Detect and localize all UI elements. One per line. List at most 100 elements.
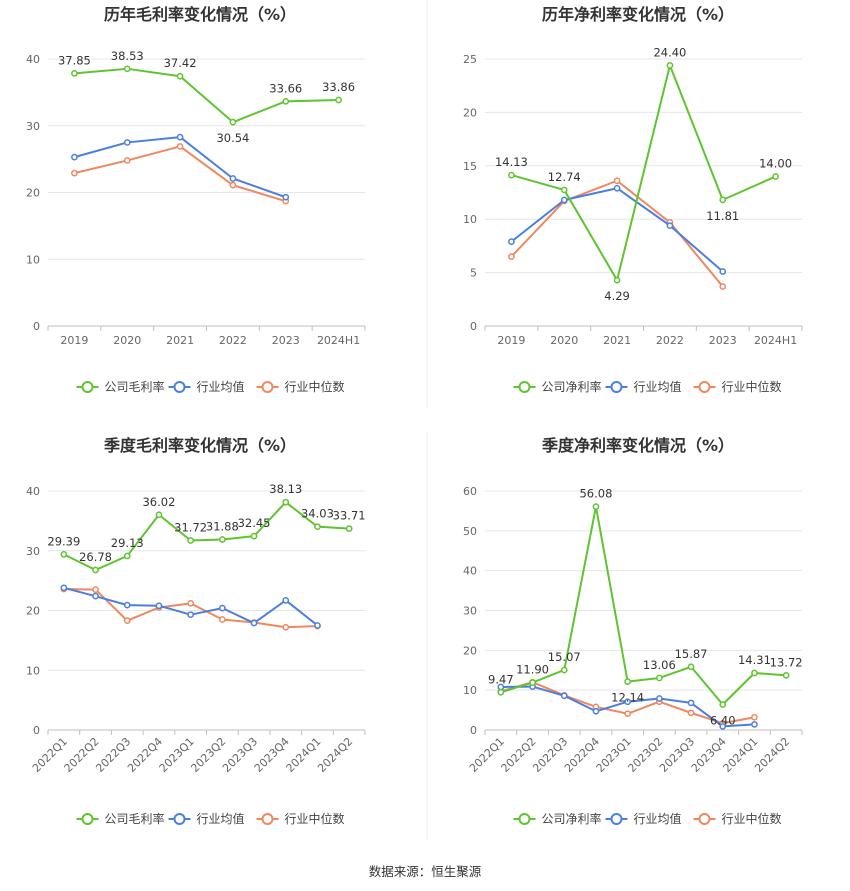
data-label: 29.39 [47,534,80,548]
data-point [123,65,131,73]
data-point [92,566,99,574]
data-point [92,592,99,600]
data-point [187,537,194,544]
data-point [314,622,321,629]
chart-panel-4: 季度净利率变化情况（%）01020304050602022Q12022Q2202… [463,436,803,826]
data-point [123,617,131,625]
data-label: 37.42 [164,56,197,70]
y-tick-label: 50 [463,525,477,538]
y-tick-label: 60 [463,485,477,498]
chart-legend: 公司毛利率 行业均值 行业中位数 [76,811,345,826]
data-point [613,177,621,185]
data-label: 13.06 [643,658,676,672]
chart-title: 历年净利率变化情况（%） [542,5,734,24]
data-point [560,692,568,700]
data-point [250,619,258,627]
data-label: 34.03 [301,507,334,521]
data-point [687,709,695,717]
legend-marker [698,381,711,393]
data-point [656,695,663,702]
data-point [123,552,131,560]
legend-marker [261,381,274,393]
y-tick-label: 10 [26,253,40,266]
data-label: 9.47 [488,672,514,686]
data-point [613,276,621,284]
legend-label: 公司净利率 [542,379,602,394]
data-label: 30.54 [216,131,249,145]
x-tick-label: 2024Q2 [315,735,355,775]
x-tick-label: 2020 [113,334,141,347]
chart-title: 历年毛利率变化情况（%） [104,5,296,24]
data-point [176,143,184,150]
y-tick-label: 15 [463,160,477,173]
data-label: 6.40 [710,714,736,728]
data-point [229,118,237,126]
y-tick-label: 5 [470,267,477,280]
y-tick-label: 30 [26,120,40,133]
chart-panel-3: 季度毛利率变化情况（%）0102030402022Q12022Q22022Q32… [26,436,366,826]
legend-label: 公司净利率 [542,811,602,826]
data-label: 14.13 [495,155,528,169]
data-point [219,604,226,612]
chart-legend: 公司净利率 行业均值 行业中位数 [513,379,782,394]
data-point [719,701,727,708]
data-source: 数据来源：恒生聚源 [369,864,482,879]
data-label: 37.85 [58,53,91,67]
legend-label: 行业均值 [197,379,245,394]
series-line-公司净利率 [500,505,787,706]
data-point [592,707,600,715]
y-tick-label: 40 [26,53,40,66]
legend-marker [610,813,623,825]
x-tick-label: 2022 [219,334,247,347]
data-label: 11.81 [706,209,739,223]
data-point [666,222,674,229]
chart-legend: 公司毛利率 行业均值 行业中位数 [76,379,345,394]
data-point [560,666,568,674]
data-label: 12.14 [611,691,644,705]
data-point [656,674,663,682]
data-label: 33.86 [322,80,355,94]
data-point [687,699,695,707]
data-point [751,713,758,721]
y-tick-label: 30 [26,545,40,558]
x-tick-label: 2020 [550,334,578,347]
data-point [123,601,131,609]
legend-marker [81,813,94,825]
data-point [666,62,674,69]
data-point [60,584,68,592]
data-point [282,498,290,506]
series-line-公司毛利率 [63,501,350,571]
data-point [592,503,600,510]
data-point [187,599,194,607]
data-point [219,536,226,543]
y-tick-label: 0 [33,320,40,333]
data-label: 13.72 [770,655,803,669]
data-point [176,133,184,141]
legend-marker [610,381,623,393]
legend-label: 行业均值 [197,811,245,826]
data-point [282,97,290,105]
legend-marker [518,381,531,393]
y-tick-label: 0 [470,320,477,333]
data-point [772,173,779,180]
data-label: 15.07 [548,650,581,664]
data-point [613,184,621,192]
data-point [687,663,695,671]
series-line-公司毛利率 [74,67,339,124]
legend-marker [518,813,531,825]
series-line-行业中位数 [510,179,724,288]
y-tick-label: 0 [33,724,40,737]
data-point [282,596,290,604]
data-point [176,72,184,80]
data-label: 26.78 [79,550,112,564]
legend-marker [261,813,274,825]
series-line-公司净利率 [511,64,776,282]
y-tick-label: 20 [26,605,40,618]
data-label: 31.88 [206,520,239,534]
data-point [719,723,727,730]
data-point [529,679,536,686]
data-point [560,196,568,204]
data-point [123,157,131,164]
x-tick-label: 2023 [709,334,737,347]
